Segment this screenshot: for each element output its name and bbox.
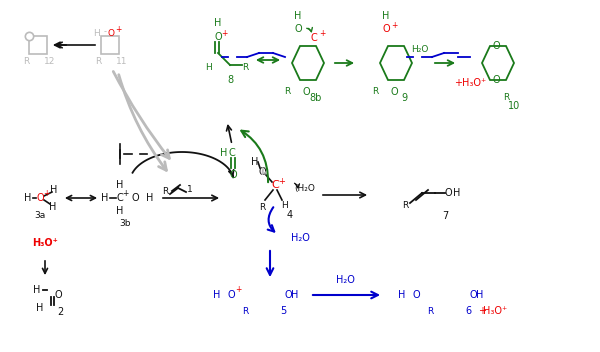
Text: 10: 10	[508, 101, 520, 111]
Text: H: H	[295, 11, 302, 21]
Text: O: O	[492, 75, 500, 85]
Text: O: O	[284, 290, 292, 300]
Text: R: R	[259, 203, 265, 213]
Text: O: O	[390, 87, 398, 97]
Text: R: R	[162, 187, 168, 195]
Text: +: +	[478, 306, 486, 316]
Text: H: H	[382, 11, 389, 21]
Text: O: O	[492, 41, 500, 51]
Text: 8b: 8b	[310, 93, 322, 103]
Text: -: -	[104, 27, 107, 37]
Text: O: O	[54, 290, 62, 300]
Text: R: R	[95, 57, 101, 67]
Text: +: +	[391, 20, 397, 30]
Text: H: H	[50, 185, 58, 195]
Bar	[101, 36, 119, 54]
Text: 3b: 3b	[119, 219, 131, 227]
Text: R: R	[372, 88, 378, 96]
Text: O: O	[107, 29, 115, 38]
Text: H₂O: H₂O	[412, 45, 428, 55]
Text: C: C	[311, 33, 317, 43]
Text: 4: 4	[287, 210, 293, 220]
Text: H₂O: H₂O	[290, 233, 310, 243]
Text: 7: 7	[442, 211, 448, 221]
Text: H: H	[94, 29, 100, 38]
Text: H: H	[25, 193, 32, 203]
Text: C: C	[271, 180, 279, 190]
Text: R: R	[242, 63, 248, 73]
Text: R: R	[503, 94, 509, 102]
Text: H: H	[101, 193, 109, 203]
Text: O: O	[382, 24, 390, 34]
Text: R: R	[284, 88, 290, 96]
Text: H: H	[37, 303, 44, 313]
Text: 5: 5	[280, 306, 286, 316]
Text: H₃O⁺: H₃O⁺	[32, 238, 58, 248]
Text: H: H	[454, 188, 461, 198]
Text: O: O	[302, 87, 310, 97]
Text: H₃O⁺: H₃O⁺	[483, 306, 507, 316]
Text: 1: 1	[187, 186, 193, 195]
Bar	[29, 36, 47, 54]
Text: 2: 2	[57, 307, 63, 317]
Text: 3a: 3a	[34, 212, 46, 220]
Text: 8: 8	[227, 75, 233, 85]
Text: O: O	[444, 188, 452, 198]
Text: C: C	[116, 193, 124, 203]
Text: +: +	[319, 30, 325, 38]
Text: O: O	[214, 32, 222, 42]
Text: 9: 9	[401, 93, 407, 103]
Text: +H₃O⁺: +H₃O⁺	[454, 78, 486, 88]
Text: H: H	[214, 290, 221, 300]
Text: H: H	[34, 285, 41, 295]
Text: +: +	[43, 189, 49, 199]
Text: O: O	[469, 290, 477, 300]
Text: H: H	[220, 148, 227, 158]
Text: C: C	[229, 148, 235, 158]
Text: R: R	[427, 307, 433, 315]
Text: +: +	[278, 176, 286, 186]
Text: +: +	[122, 189, 128, 197]
Text: +: +	[115, 25, 121, 34]
Text: +: +	[221, 29, 227, 38]
Text: O: O	[294, 24, 302, 34]
Text: O: O	[131, 193, 139, 203]
Text: +: +	[235, 285, 241, 295]
Text: O: O	[229, 170, 237, 180]
Text: R: R	[23, 57, 29, 67]
Text: R: R	[402, 201, 408, 210]
Text: H: H	[116, 180, 124, 190]
Text: (H₂O: (H₂O	[295, 183, 316, 193]
Text: H: H	[292, 290, 299, 300]
Text: H: H	[214, 18, 221, 28]
Text: 11: 11	[116, 57, 128, 67]
Text: H: H	[281, 201, 289, 209]
Text: H: H	[205, 63, 211, 71]
Text: 6: 6	[465, 306, 471, 316]
Text: H: H	[116, 206, 124, 216]
Text: R: R	[242, 307, 248, 315]
Text: H: H	[49, 202, 56, 212]
Text: H: H	[146, 193, 154, 203]
Text: H: H	[398, 290, 406, 300]
Text: H₂O: H₂O	[335, 275, 355, 285]
Text: O: O	[227, 290, 235, 300]
Text: H: H	[251, 157, 259, 167]
Text: 12: 12	[44, 57, 56, 67]
Text: O: O	[258, 167, 266, 177]
Text: O: O	[36, 193, 44, 203]
Text: O: O	[412, 290, 420, 300]
Text: H: H	[476, 290, 484, 300]
